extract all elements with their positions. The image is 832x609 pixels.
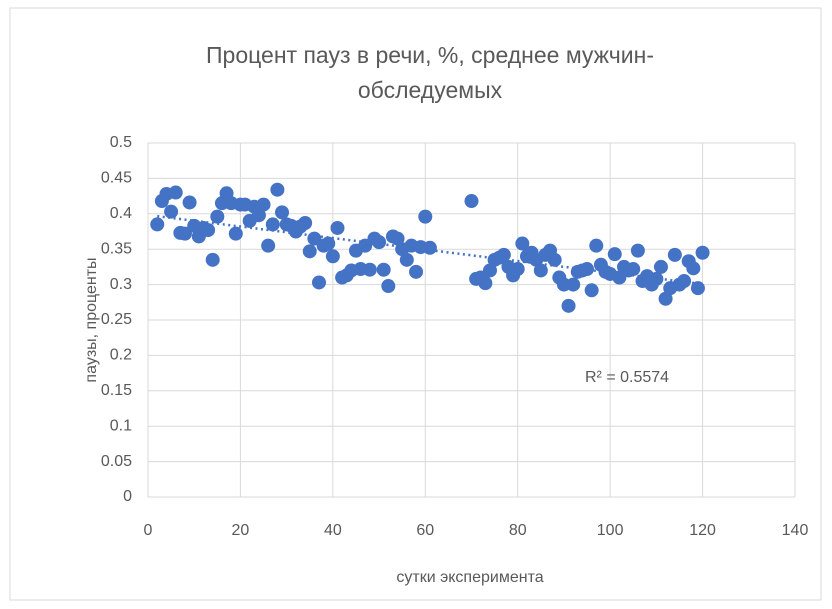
point	[658, 291, 673, 306]
y-tick-label: 0.15	[101, 382, 132, 399]
point	[228, 226, 243, 241]
annotation: R² = 0.5574	[585, 369, 669, 386]
chart-border	[9, 7, 822, 601]
y-tick-label: 0	[123, 488, 132, 505]
y-tick-label: 0.25	[101, 311, 132, 328]
x-tick-label: 120	[689, 522, 716, 539]
point	[362, 262, 377, 277]
y-tick-label: 0.4	[110, 205, 132, 222]
point	[210, 209, 225, 224]
point	[325, 249, 340, 264]
point	[418, 209, 433, 224]
point	[649, 271, 664, 286]
point	[584, 283, 599, 298]
point	[311, 275, 326, 290]
point	[182, 195, 197, 210]
point	[547, 252, 562, 267]
point	[677, 274, 692, 289]
x-tick-label: 20	[232, 522, 250, 539]
point	[478, 276, 493, 291]
y-tick-label: 0.1	[110, 417, 132, 434]
point	[330, 220, 345, 235]
point	[422, 240, 437, 255]
y-tick-label: 0.45	[101, 170, 132, 187]
y-tick-label: 0.3	[110, 276, 132, 293]
point	[496, 247, 511, 262]
point	[482, 263, 497, 278]
point	[372, 235, 387, 250]
point	[164, 204, 179, 219]
point	[177, 226, 192, 241]
point	[686, 261, 701, 276]
point	[381, 279, 396, 294]
point	[302, 244, 317, 259]
point	[667, 247, 682, 262]
point	[695, 245, 710, 260]
y-tick-label: 0.35	[101, 240, 132, 257]
point	[265, 217, 280, 232]
point	[626, 262, 641, 277]
point	[256, 197, 271, 212]
point	[376, 262, 391, 277]
point	[201, 223, 216, 238]
x-axis-label: сутки эксперимента	[396, 569, 543, 586]
point	[566, 277, 581, 292]
point	[251, 208, 266, 223]
x-tick-label: 80	[509, 522, 527, 539]
chart-title: Процент пауз в речи, %, среднее мужчин-о…	[206, 42, 654, 103]
point	[630, 243, 645, 258]
point	[580, 262, 595, 277]
x-tick-label: 100	[597, 522, 624, 539]
point	[399, 252, 414, 267]
point	[168, 185, 183, 200]
y-tick-label: 0.2	[110, 347, 132, 364]
y-axis-label: паузы, проценты	[83, 257, 100, 382]
trendline	[157, 214, 703, 286]
point	[464, 194, 479, 209]
x-tick-label: 140	[782, 522, 809, 539]
x-tick-label: 0	[144, 522, 153, 539]
point	[298, 216, 313, 231]
x-tick-label: 60	[416, 522, 434, 539]
point	[690, 281, 705, 296]
y-tick-label: 0.05	[101, 453, 132, 470]
point	[321, 236, 336, 251]
point	[150, 217, 165, 232]
point	[561, 298, 576, 313]
point	[589, 238, 604, 253]
point	[205, 252, 220, 267]
x-tick-label: 40	[324, 522, 342, 539]
point	[261, 238, 276, 253]
y-tick-label: 0.5	[110, 134, 132, 151]
point	[607, 247, 622, 262]
point	[409, 264, 424, 279]
point	[390, 231, 405, 246]
point	[510, 262, 525, 277]
point	[653, 259, 668, 274]
point	[533, 263, 548, 278]
point	[275, 205, 290, 220]
point	[515, 236, 530, 251]
point	[270, 182, 285, 197]
